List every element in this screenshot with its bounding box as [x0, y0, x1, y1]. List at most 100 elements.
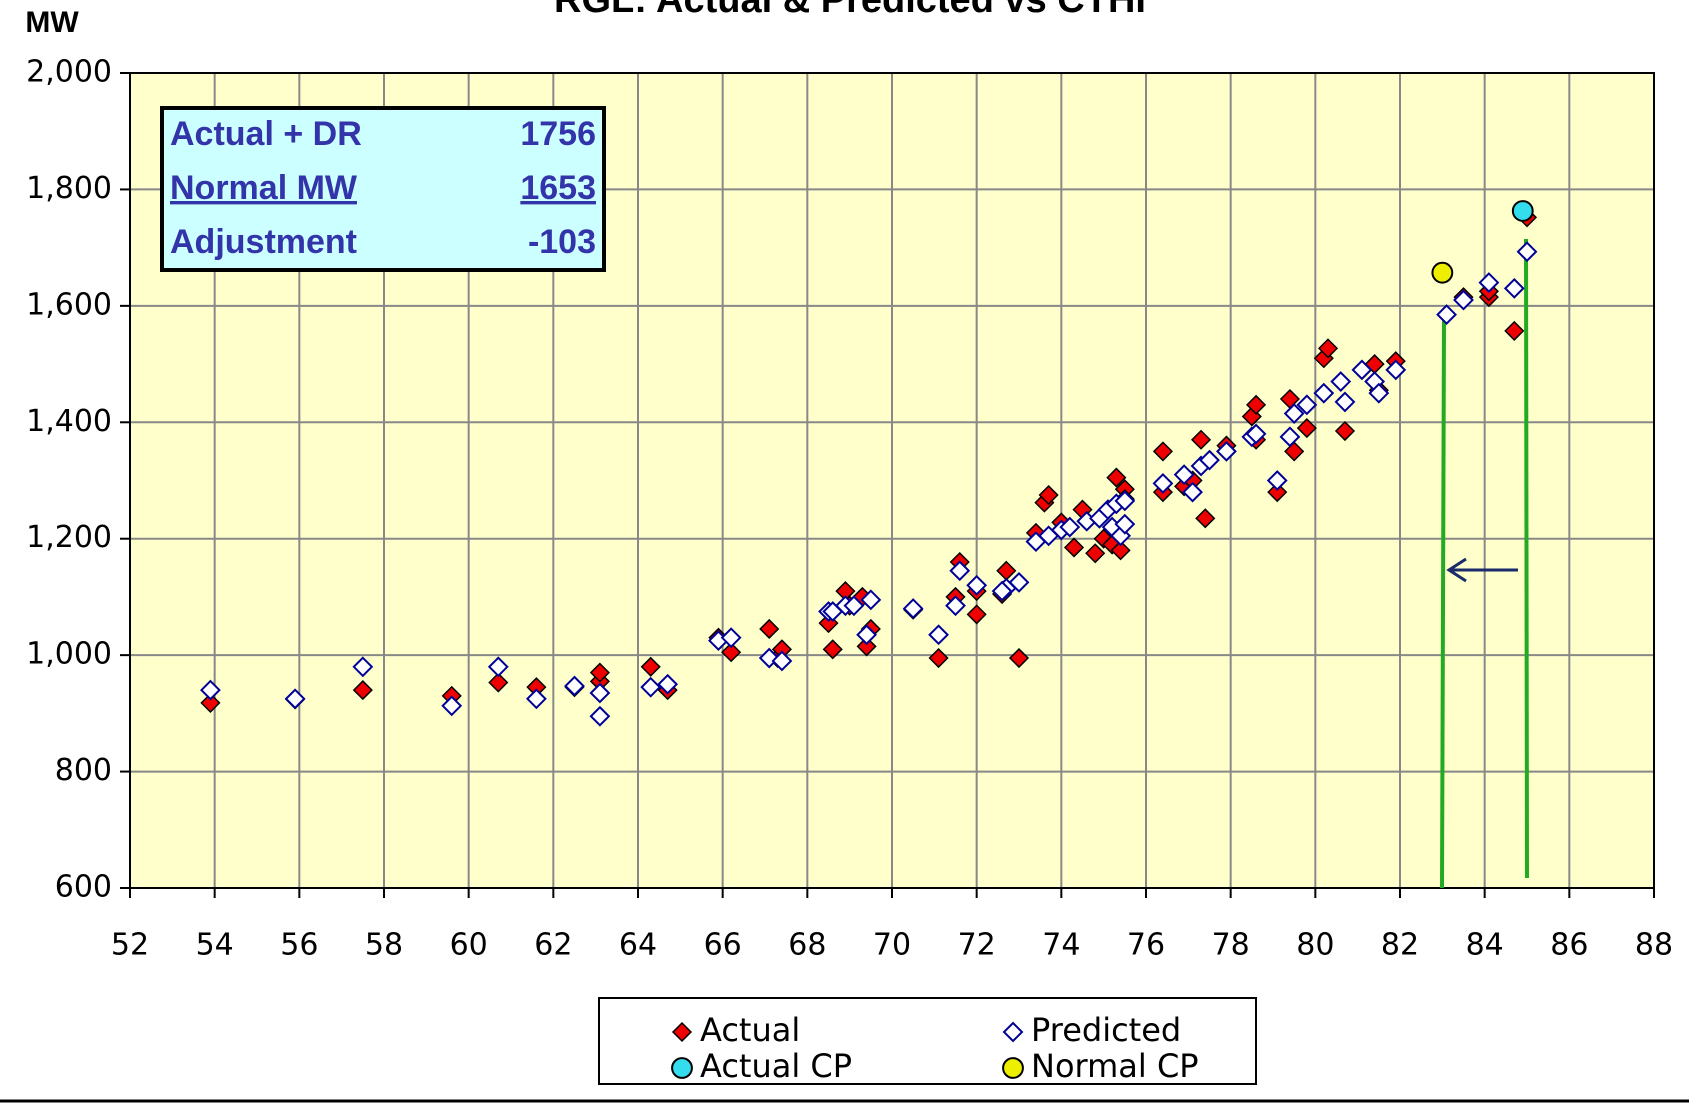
point — [928, 647, 949, 669]
point — [856, 624, 878, 646]
point — [1173, 464, 1195, 486]
y-tick-label: 1,800 — [26, 171, 112, 206]
legend — [598, 997, 1257, 1085]
point — [1008, 647, 1030, 669]
point — [1267, 482, 1288, 503]
point — [352, 680, 373, 701]
x-tick-label: 86 — [1550, 928, 1588, 963]
x-tick-label: 60 — [450, 928, 488, 963]
point — [589, 682, 611, 704]
x-tick-label: 66 — [704, 928, 742, 963]
info-label: Actual + DR — [170, 115, 362, 153]
info-box — [160, 106, 606, 272]
point — [1279, 426, 1301, 448]
point — [1114, 490, 1136, 512]
point — [822, 639, 843, 660]
point — [759, 618, 780, 640]
point — [284, 688, 306, 710]
point — [1516, 241, 1538, 263]
legend-marker — [1002, 1021, 1024, 1043]
point — [589, 705, 611, 727]
point — [1511, 200, 1534, 222]
legend-marker — [671, 1057, 693, 1079]
y-tick-label: 2,000 — [26, 55, 112, 90]
info-value: -103 — [528, 223, 596, 261]
y-tick-label: 1,200 — [26, 520, 112, 555]
point — [1110, 540, 1131, 561]
point — [1436, 304, 1457, 326]
x-tick-label: 68 — [788, 928, 826, 963]
point — [488, 672, 509, 693]
x-tick-label: 58 — [365, 928, 403, 963]
point — [966, 604, 987, 625]
point — [966, 574, 988, 596]
point — [1152, 472, 1174, 494]
point — [860, 589, 882, 611]
x-tick-label: 88 — [1635, 928, 1673, 963]
point — [1296, 394, 1318, 416]
point — [1334, 391, 1356, 413]
point — [1431, 261, 1454, 284]
point — [200, 679, 221, 701]
point — [200, 692, 221, 713]
x-tick-label: 52 — [111, 928, 149, 963]
y-tick-label: 600 — [55, 870, 112, 905]
marks — [200, 200, 1538, 727]
point — [721, 642, 742, 663]
point — [1246, 394, 1267, 415]
x-tick-label: 56 — [280, 928, 318, 963]
point — [1504, 320, 1525, 341]
point — [487, 656, 509, 678]
point — [945, 595, 966, 617]
point — [1503, 277, 1525, 299]
guide-line — [1440, 317, 1446, 889]
point — [1152, 441, 1173, 462]
point — [720, 627, 742, 649]
point — [1351, 359, 1373, 381]
point — [1059, 516, 1081, 538]
point — [1216, 440, 1237, 462]
point — [771, 650, 793, 672]
x-tick-label: 82 — [1381, 928, 1419, 963]
x-tick-label: 70 — [873, 928, 911, 963]
point — [1063, 537, 1085, 558]
point — [1182, 481, 1203, 503]
info-label: Adjustment — [170, 223, 357, 261]
x-tick-label: 64 — [619, 928, 657, 963]
point — [1008, 571, 1030, 593]
x-tick-label: 54 — [196, 928, 234, 963]
point — [640, 656, 661, 677]
x-tick-label: 72 — [958, 928, 996, 963]
point — [441, 695, 463, 717]
point — [1085, 543, 1106, 564]
point — [949, 560, 971, 582]
point — [1114, 513, 1136, 535]
info-label: Normal MW — [170, 169, 358, 207]
point — [1190, 429, 1212, 450]
legend-label: Actual — [700, 1011, 800, 1049]
guide-line — [1524, 238, 1529, 879]
point — [1330, 371, 1352, 392]
point — [1283, 403, 1305, 424]
x-tick-label: 62 — [534, 928, 572, 963]
point — [1296, 418, 1317, 439]
point — [525, 688, 547, 710]
point — [928, 624, 949, 646]
legend-marker — [671, 1021, 693, 1043]
point — [1317, 338, 1339, 359]
point — [1195, 508, 1216, 529]
point — [1106, 467, 1127, 488]
info-rows: Actual + DR 1756 Normal MW 1653 Adjustment -1… — [170, 115, 596, 261]
point — [1385, 359, 1407, 381]
point — [1313, 382, 1335, 404]
point — [564, 675, 585, 697]
y-tick-label: 1,000 — [26, 637, 112, 672]
point — [1245, 423, 1267, 445]
point — [1199, 449, 1220, 471]
x-tick-label: 74 — [1042, 928, 1080, 963]
y-tick-label: 800 — [55, 753, 112, 788]
legend-entries: Actual Predicted Actual CP Normal CP — [671, 1011, 1199, 1085]
point — [1266, 470, 1288, 491]
y-axis-label: MW — [25, 6, 79, 39]
legend-label: Predicted — [1031, 1011, 1181, 1049]
